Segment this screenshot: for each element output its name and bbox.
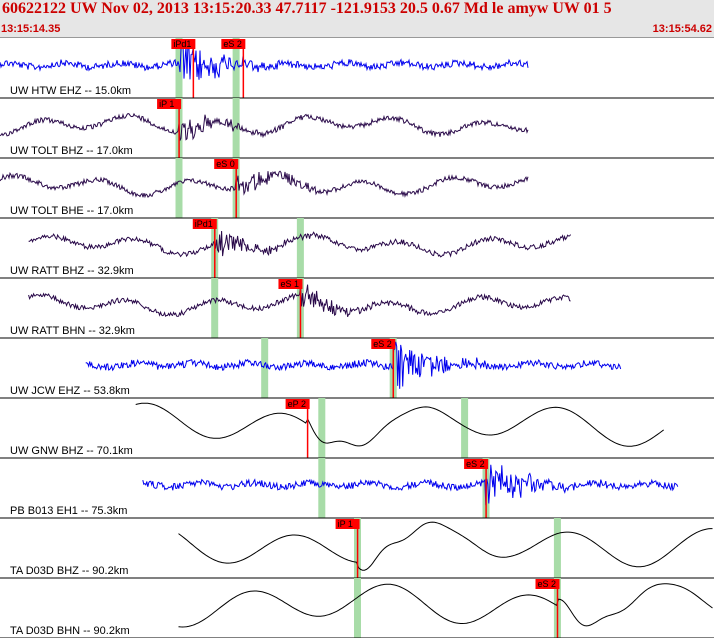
analysis-window [318,398,326,458]
station-label: UW GNW BHZ -- 70.1km [10,445,133,457]
pick-label: eP 2 [288,399,306,409]
start-time: 13:15:14.35 [1,23,61,35]
waveform-trace [0,112,529,141]
pick-flag[interactable] [192,219,217,229]
station-label: TA D03D BHZ -- 90.2km [10,565,128,577]
station-panel[interactable]: iPd1 UW RATT BHZ -- 32.9km [0,218,714,279]
pick-label: iP 1 [338,519,353,529]
pick-flag[interactable] [221,39,246,49]
analysis-window [318,458,326,518]
waveform-trace [28,230,571,258]
pick-flag[interactable] [157,99,182,109]
station-label: TA D03D BHN -- 90.2km [10,625,130,637]
waveform-trace [0,170,529,199]
pick-label: eS 0 [216,159,235,169]
station-panel[interactable]: iP 1 UW TOLT BHZ -- 17.0km [0,98,714,159]
station-panel[interactable]: eS 2 PB B013 EH1 -- 75.3km [0,458,714,519]
station-panel[interactable]: iPd1 eS 2 UW HTW EHZ -- 15.0km [0,38,714,99]
station-label: UW TOLT BHZ -- 17.0km [10,145,133,157]
analysis-window [461,398,469,458]
station-label: UW TOLT BHE -- 17.0km [10,205,133,217]
pick-flag[interactable] [278,279,303,289]
pick-flag[interactable] [285,399,310,409]
pick-label: eS 2 [223,39,242,49]
station-panel[interactable]: iP 1 TA D03D BHZ -- 90.2km [0,518,714,579]
station-panel[interactable]: eS 2 TA D03D BHN -- 90.2km [0,578,714,638]
event-title: 60622122 UW Nov 02, 2013 13:15:20.33 47.… [2,0,612,17]
seismogram-plot[interactable]: iPd1 eS 2 UW HTW EHZ -- 15.0km iP 1 UW TOLT … [0,38,714,638]
analysis-window [296,218,304,278]
station-label: UW HTW EHZ -- 15.0km [10,85,131,97]
pick-label: eS 2 [373,339,392,349]
waveform-trace [85,341,622,389]
station-panel[interactable]: eS 0 UW TOLT BHE -- 17.0km [0,158,714,219]
station-label: UW RATT BHN -- 32.9km [10,325,135,337]
pick-label: eS 1 [280,279,299,289]
analysis-window [232,98,240,158]
event-header: 60622122 UW Nov 02, 2013 13:15:20.33 47.… [0,0,714,38]
analysis-window [211,278,219,338]
pick-label: eS 2 [466,459,485,469]
pick-flag[interactable] [214,159,239,169]
pick-label: iP 1 [159,99,174,109]
analysis-window [553,518,561,578]
pick-flag[interactable] [335,519,360,529]
pick-flag[interactable] [171,39,196,49]
pick-flag[interactable] [464,459,489,469]
station-label: PB B013 EH1 -- 75.3km [10,505,127,517]
waveform-trace [142,464,679,506]
waveform-trace [28,284,571,318]
station-label: UW JCW EHZ -- 53.8km [10,385,130,397]
station-panel[interactable]: eP 2 UW GNW BHZ -- 70.1km [0,398,714,459]
waveform-trace [135,402,664,447]
pick-label: iPd1 [173,39,191,49]
analysis-window [354,578,361,638]
station-panel[interactable]: eS 1 UW RATT BHN -- 32.9km [0,278,714,339]
pick-flag[interactable] [371,339,396,349]
pick-flag[interactable] [535,579,560,589]
station-panel[interactable]: eS 2 UW JCW EHZ -- 53.8km [0,338,714,399]
end-time: 13:15:54.62 [652,23,712,35]
analysis-window [175,158,183,218]
waveform-trace [178,521,713,571]
analysis-window [232,38,240,98]
station-label: UW RATT BHZ -- 32.9km [10,265,134,277]
pick-label: eS 2 [538,579,557,589]
waveform-trace [178,583,713,628]
analysis-window [261,338,269,398]
waveform-trace [0,40,529,80]
pick-label: iPd1 [195,219,213,229]
